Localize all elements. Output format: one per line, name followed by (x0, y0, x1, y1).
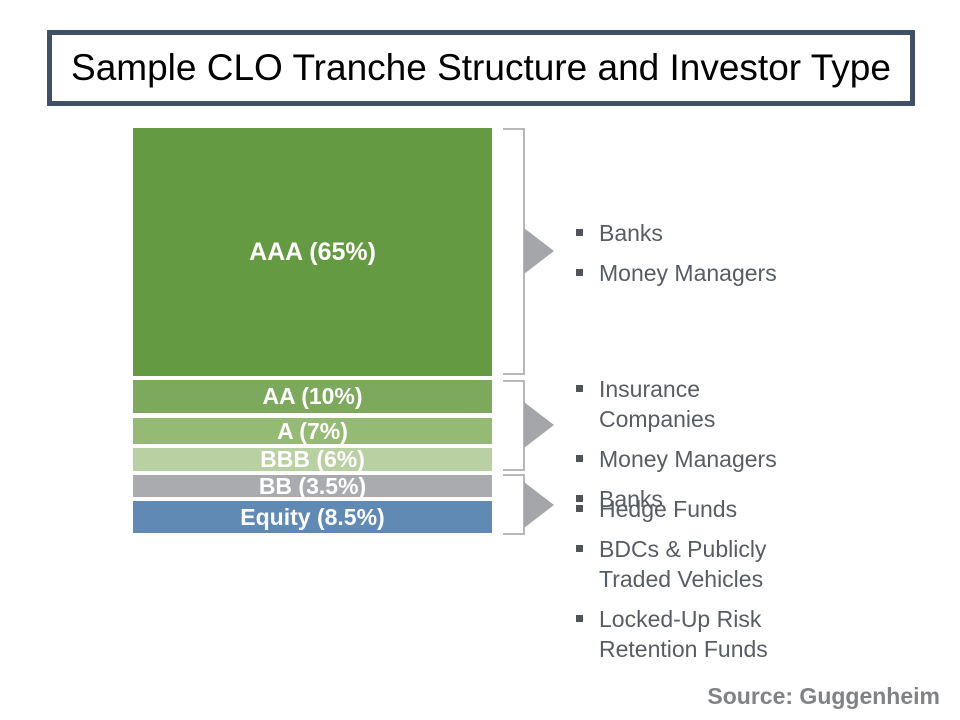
tranche-aaa-label: AAA (65%) (249, 237, 376, 266)
investor-label: Hedge Funds (599, 496, 738, 522)
tranche-aa-label: AA (10%) (262, 383, 363, 409)
bullet-square-icon (576, 269, 583, 276)
bracket-senior (503, 128, 525, 375)
list-item: Insurance Companies (576, 374, 816, 434)
bracket-mezzanine (503, 380, 525, 471)
arrow-right-icon-senior (524, 228, 554, 274)
arrow-right-icon-junior (524, 482, 554, 528)
bullet-square-icon (576, 385, 583, 392)
tranche-bb-label: BB (3.5%) (258, 472, 367, 499)
investor-list-senior: Banks Money Managers (576, 218, 816, 298)
list-item: Locked-Up Risk Retention Funds (576, 604, 816, 664)
bullet-square-icon (576, 455, 583, 462)
tranche-aa: AA (10%) (133, 380, 492, 413)
source-attribution: Source: Guggenheim (707, 683, 940, 709)
list-item: Banks (576, 484, 816, 514)
title-box: Sample CLO Tranche Structure and Investo… (47, 30, 915, 106)
bullet-square-icon (576, 229, 583, 236)
investor-label: Banks (599, 486, 663, 512)
tranche-equity-label: Equity (8.5%) (240, 503, 385, 530)
investor-label: Insurance Companies (599, 376, 716, 432)
investor-label: Locked-Up Risk Retention Funds (599, 606, 768, 662)
investor-label: BDCs & Publicly Traded Vehicles (599, 536, 767, 592)
bracket-junior (503, 474, 525, 535)
list-item: Banks (576, 218, 816, 248)
tranche-bbb: BBB (6%) (133, 446, 492, 472)
tranche-bbb-label: BBB (6%) (260, 446, 365, 472)
page-title: Sample CLO Tranche Structure and Investo… (71, 47, 891, 88)
bullet-square-icon (576, 505, 583, 512)
bullet-square-icon (576, 615, 583, 622)
investor-label: Money Managers (599, 446, 777, 472)
list-item: Hedge Funds (576, 494, 816, 524)
tranche-stack: AAA (65%) AA (10%) A (7%) BBB (6%) BB (3… (133, 128, 492, 533)
investor-label: Money Managers (599, 260, 777, 286)
investor-label: Banks (599, 220, 663, 246)
tranche-bb: BB (3.5%) (133, 472, 492, 499)
investor-list-junior: Hedge Funds BDCs & Publicly Traded Vehic… (576, 494, 816, 674)
bullet-square-icon (576, 495, 583, 502)
tranche-a-label: A (7%) (277, 417, 348, 444)
tranche-equity: Equity (8.5%) (133, 501, 492, 533)
tranche-aaa: AAA (65%) (133, 128, 492, 376)
list-item: BDCs & Publicly Traded Vehicles (576, 534, 816, 594)
bullet-square-icon (576, 545, 583, 552)
list-item: Money Managers (576, 444, 816, 474)
investor-list-mezzanine: Insurance Companies Money Managers Banks (576, 374, 816, 524)
tranche-a: A (7%) (133, 418, 492, 444)
list-item: Money Managers (576, 258, 816, 288)
arrow-right-icon-mezzanine (524, 402, 554, 448)
